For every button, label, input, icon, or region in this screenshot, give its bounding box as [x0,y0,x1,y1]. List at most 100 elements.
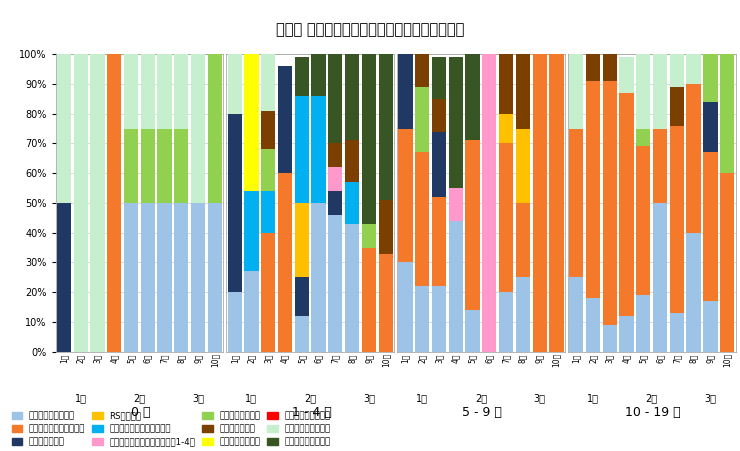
Bar [174,203,189,352]
Bar [636,54,650,129]
Bar [345,182,359,224]
Bar [295,277,309,316]
Bar [569,277,583,352]
Bar [398,54,412,129]
Text: 1月: 1月 [75,393,87,404]
Text: 2月: 2月 [475,393,487,404]
Bar [516,203,530,277]
Bar [720,54,734,173]
Bar [465,140,480,310]
Text: 2月: 2月 [133,393,146,404]
Bar [499,292,514,352]
Bar [107,54,121,352]
Bar [57,203,71,352]
Bar [141,54,155,129]
Bar [261,51,275,110]
Bar [636,147,650,295]
Text: 3月: 3月 [534,393,545,404]
Bar [227,114,242,292]
Bar [586,54,600,81]
Bar [278,173,292,352]
Bar [261,191,275,233]
Text: 3月: 3月 [704,393,716,404]
Text: 0 歳: 0 歳 [131,406,151,419]
Bar [465,54,480,140]
Bar [379,253,393,352]
Bar [569,129,583,277]
Bar [687,54,701,84]
Bar [141,203,155,352]
Bar [278,66,292,173]
Bar [516,54,530,129]
Bar [448,188,462,221]
Bar [227,54,242,114]
Text: 5 - 9 歳: 5 - 9 歳 [462,406,502,419]
Bar [295,96,309,203]
Bar [432,286,446,352]
Bar [516,277,530,352]
Bar [670,87,684,125]
Bar [345,140,359,182]
Bar [124,203,138,352]
Bar [141,129,155,203]
Bar [703,102,718,152]
Text: 3月: 3月 [363,393,375,404]
Bar [670,313,684,352]
Bar [73,54,88,352]
Bar [295,57,309,96]
Bar [619,93,633,316]
Bar [703,301,718,352]
Bar [653,203,667,352]
Bar [465,310,480,352]
Bar [398,129,412,262]
Bar [415,152,429,286]
Bar [687,84,701,233]
Bar [720,173,734,352]
Bar [379,200,393,253]
Bar [398,262,412,352]
Bar [499,54,514,114]
Text: 1月: 1月 [416,393,428,404]
Bar [227,292,242,352]
Text: 2月: 2月 [645,393,658,404]
Bar [586,298,600,352]
Bar [703,51,718,102]
Bar [670,51,684,87]
Bar [295,203,309,277]
Bar [670,125,684,313]
Bar [432,132,446,197]
Bar [191,203,205,352]
Bar [312,203,326,352]
Bar [602,81,617,325]
Text: 1月: 1月 [246,393,258,404]
Bar [57,54,71,203]
Legend: 新型コロナウイルス, インフルエンザウイルス, ライノウイルス, RSウイルス, ヒトメタニューモウイルス, パラインフルエンザウイルス1-4型, ヒトボカウイ: 新型コロナウイルス, インフルエンザウイルス, ライノウイルス, RSウイルス,… [12,411,331,446]
Bar [653,129,667,203]
Bar [158,54,172,129]
Bar [208,203,222,352]
Bar [345,224,359,352]
Bar [379,51,393,200]
Bar [124,129,138,203]
Bar [261,149,275,191]
Bar [329,51,343,143]
Bar [533,54,547,352]
Bar [586,81,600,298]
Bar [329,215,343,352]
Bar [499,143,514,292]
Bar [174,129,189,203]
Bar [432,197,446,286]
Bar [329,167,343,191]
Bar [174,54,189,129]
Text: 10 - 19 歳: 10 - 19 歳 [625,406,681,419]
Bar [636,295,650,352]
Bar [295,316,309,352]
Bar [261,110,275,149]
Bar [636,129,650,147]
Bar [208,54,222,203]
Bar [362,54,376,224]
Bar [244,54,258,191]
Bar [312,54,326,96]
Bar [312,96,326,203]
Bar [703,152,718,301]
